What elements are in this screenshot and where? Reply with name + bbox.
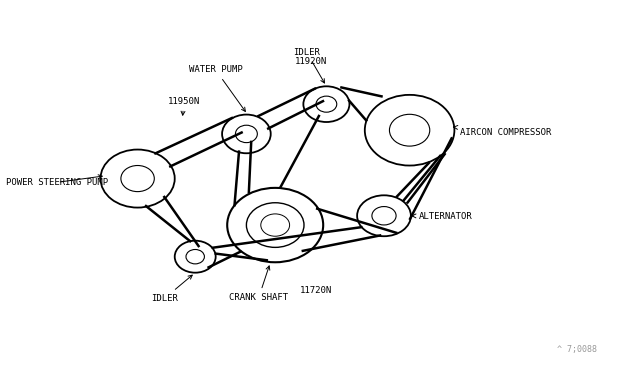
Text: 11720N: 11720N [300,286,332,295]
Text: CRANK SHAFT: CRANK SHAFT [229,266,288,302]
Text: 11950N: 11950N [168,97,200,115]
Text: IDLER: IDLER [151,275,192,303]
Text: WATER PUMP: WATER PUMP [189,65,245,112]
Text: ALTERNATOR: ALTERNATOR [412,212,472,221]
Text: ^ 7;0088: ^ 7;0088 [557,345,596,354]
Text: POWER STEERING PUMP: POWER STEERING PUMP [6,175,109,187]
Text: 11920N: 11920N [294,57,326,66]
Text: AIRCON COMPRESSOR: AIRCON COMPRESSOR [454,125,551,137]
Text: IDLER: IDLER [293,48,324,83]
